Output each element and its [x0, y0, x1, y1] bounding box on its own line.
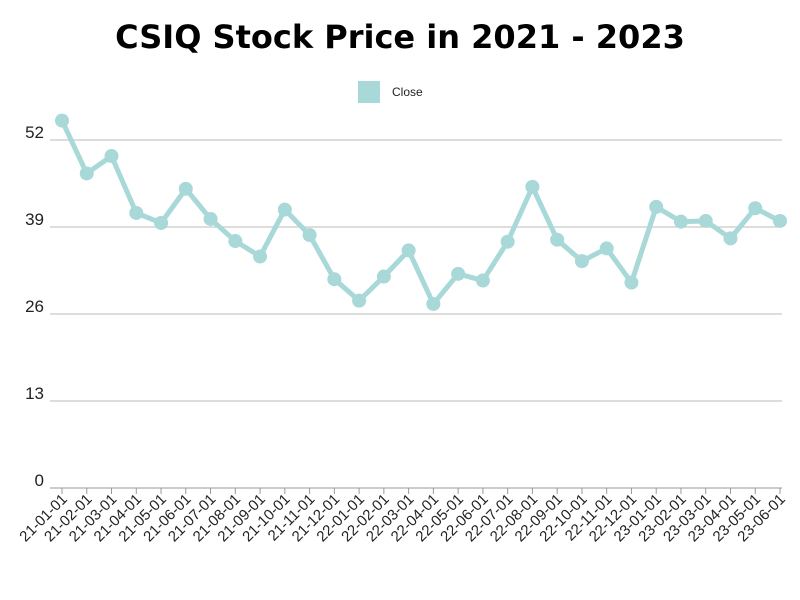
chart-title: CSIQ Stock Price in 2021 - 2023 — [115, 18, 685, 56]
data-point — [475, 273, 490, 288]
data-point — [253, 249, 268, 264]
data-point — [352, 293, 367, 308]
series-line — [59, 118, 783, 307]
data-point — [550, 232, 565, 247]
data-point — [277, 202, 292, 217]
y-tick-label: 52 — [25, 123, 44, 142]
data-point — [376, 269, 391, 284]
y-tick-label: 0 — [35, 471, 44, 490]
data-point — [624, 275, 639, 290]
data-point — [426, 296, 441, 311]
data-point — [178, 181, 193, 196]
data-point — [302, 228, 317, 243]
data-point — [228, 234, 243, 249]
legend-label: Close — [392, 85, 423, 99]
data-point — [79, 166, 94, 181]
data-point — [129, 205, 144, 220]
legend-swatch — [358, 81, 380, 103]
y-tick-label: 39 — [25, 210, 44, 229]
data-point — [525, 179, 540, 194]
data-point — [55, 113, 69, 128]
data-point — [649, 199, 664, 214]
data-point — [599, 241, 614, 256]
data-point — [574, 254, 589, 269]
data-point — [451, 266, 466, 281]
data-point — [773, 213, 787, 228]
data-point — [401, 243, 416, 258]
data-point — [698, 213, 713, 228]
data-point — [748, 201, 763, 216]
data-point — [327, 272, 342, 287]
data-point — [723, 231, 738, 246]
data-point — [500, 234, 515, 249]
y-tick-label: 13 — [25, 384, 44, 403]
data-point — [154, 215, 169, 230]
data-point — [203, 211, 218, 226]
legend: Close — [358, 81, 423, 103]
y-tick-label: 26 — [25, 297, 44, 316]
data-point — [104, 149, 119, 164]
data-point — [673, 214, 688, 229]
